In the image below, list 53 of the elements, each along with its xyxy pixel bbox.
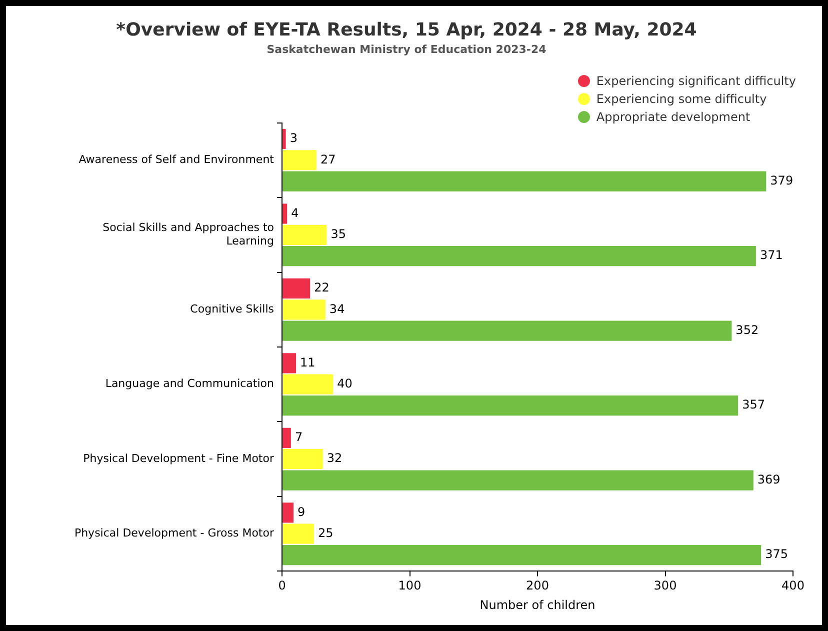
y-tick-label: Awareness of Self and Environment — [78, 153, 275, 166]
x-tick-label: 100 — [398, 578, 422, 593]
x-tick-label: 400 — [782, 578, 804, 593]
bar — [282, 374, 334, 394]
x-axis-title: Number of children — [480, 598, 596, 612]
bar — [282, 449, 323, 470]
bar — [282, 544, 762, 566]
bar — [282, 171, 766, 192]
data-label: 11 — [300, 355, 316, 370]
bar — [282, 353, 296, 374]
data-label: 369 — [757, 472, 780, 486]
x-tick-label: 0 — [278, 578, 286, 593]
data-label: 32 — [326, 451, 342, 466]
chart-subtitle: Saskatchewan Ministry of Education 2023-24 — [266, 43, 547, 56]
y-tick-label: Physical Development - Fine Motor — [83, 452, 274, 465]
data-label: 4 — [291, 206, 299, 220]
legend-label: Experiencing some difficulty — [596, 92, 767, 106]
y-tick-label: Physical Development - Gross Motor — [74, 526, 274, 540]
data-label: 7 — [294, 430, 303, 444]
data-label: 40 — [337, 376, 352, 390]
bar — [282, 128, 286, 150]
data-label: 9 — [297, 504, 306, 519]
data-label: 25 — [318, 526, 334, 540]
y-tick-label: Cognitive Skills — [190, 302, 274, 316]
bar — [282, 395, 738, 416]
data-label: 379 — [770, 173, 794, 188]
data-label: 34 — [329, 302, 345, 316]
y-tick-label: Social Skills and Approaches to Learning — [102, 221, 274, 248]
data-label: 27 — [320, 152, 336, 166]
x-tick-label: 300 — [654, 578, 677, 593]
bar — [282, 502, 294, 523]
data-label: 375 — [765, 547, 788, 562]
data-label: 352 — [736, 322, 759, 337]
data-label: 22 — [314, 280, 330, 295]
bar — [282, 320, 732, 341]
bar — [282, 278, 310, 299]
bar — [282, 300, 326, 320]
data-label: 371 — [760, 248, 783, 262]
data-label: 35 — [330, 227, 346, 242]
bar — [282, 524, 314, 544]
bar — [282, 246, 756, 266]
chart-title: *Overview of EYE-TA Results, 15 Apr, 2024 - 28 May, 2024 — [116, 19, 697, 40]
legend-label: Appropriate development — [596, 110, 750, 124]
bar — [282, 150, 316, 170]
bar — [282, 428, 291, 448]
data-label: 357 — [742, 398, 765, 412]
bar — [282, 470, 754, 490]
legend-label: Experiencing significant difficulty — [596, 74, 796, 88]
data-label: 3 — [290, 131, 298, 146]
y-tick-label: Language and Communication — [105, 377, 274, 390]
bar — [282, 224, 327, 245]
x-tick-label: 200 — [526, 578, 549, 593]
bar — [282, 204, 288, 224]
